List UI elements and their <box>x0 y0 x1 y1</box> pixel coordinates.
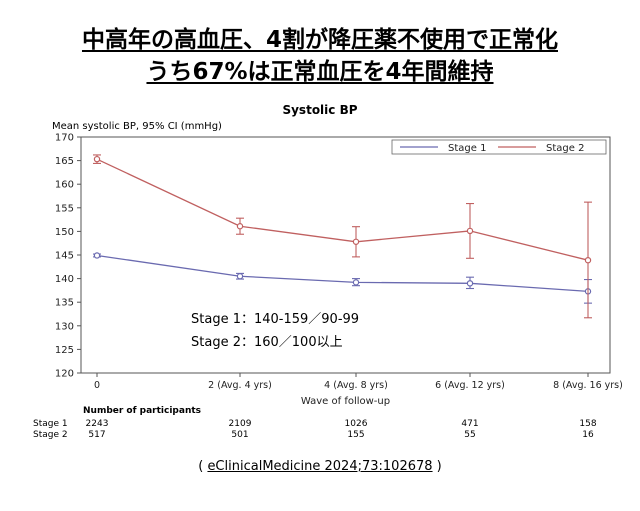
participants-cell: 155 <box>347 430 365 440</box>
y-tick-label: 160 <box>55 180 74 191</box>
participants-cell: 471 <box>461 419 479 429</box>
x-tick-label: 6 (Avg. 12 yrs) <box>435 380 505 391</box>
participants-title: Number of participants <box>83 406 202 416</box>
y-tick-label: 170 <box>55 133 74 144</box>
citation-close: ) <box>432 459 442 474</box>
data-point <box>352 279 360 286</box>
y-tick-label: 150 <box>55 227 74 238</box>
participants-cell: 501 <box>231 430 249 440</box>
stage-2-definition: Stage 2：160／100以上 <box>191 335 343 350</box>
data-point <box>93 252 101 259</box>
participants-cell: 158 <box>579 419 597 429</box>
x-axis-label: Wave of follow-up <box>301 396 390 407</box>
y-tick-label: 145 <box>55 251 74 262</box>
y-tick-label: 120 <box>55 369 74 380</box>
series-line-1 <box>96 254 589 292</box>
x-tick-label: 0 <box>94 380 100 391</box>
participants-cell: 2243 <box>85 419 109 429</box>
headline-line-2: うち67%は正常血圧を4年間維持 <box>146 59 494 85</box>
citation-link[interactable]: eClinicalMedicine 2024;73:102678 <box>207 459 433 474</box>
y-tick-label: 140 <box>55 274 74 285</box>
citation: ( eClinicalMedicine 2024;73:102678 ) <box>0 459 640 474</box>
data-point <box>466 227 474 235</box>
legend-entry: Stage 2 <box>546 143 584 154</box>
x-tick-label: 2 (Avg. 4 yrs) <box>208 380 272 391</box>
participants-row-label: Stage 1 <box>33 419 68 429</box>
data-point <box>236 223 244 230</box>
series-line-2 <box>96 158 589 261</box>
data-point <box>236 273 244 280</box>
data-point <box>352 238 360 245</box>
headline-line-1: 中高年の高血圧、4割が降圧薬不使用で正常化 <box>81 27 558 53</box>
y-tick-label: 155 <box>55 203 74 214</box>
data-point <box>584 256 592 264</box>
data-point <box>466 280 474 287</box>
x-tick-label: 4 (Avg. 8 yrs) <box>324 380 388 391</box>
stage-1-definition: Stage 1：140-159／90-99 <box>191 312 360 327</box>
plot-frame <box>80 136 611 374</box>
participants-row-label: Stage 2 <box>33 430 68 440</box>
y-tick-label: 125 <box>55 345 74 356</box>
citation-open: ( <box>198 459 208 474</box>
participants-cell: 517 <box>88 430 106 440</box>
participants-cell: 16 <box>582 430 594 440</box>
y-axis-label: Mean systolic BP, 95% CI (mmHg) <box>52 121 222 132</box>
y-tick-label: 135 <box>55 298 74 309</box>
chart-title: Systolic BP <box>282 103 358 117</box>
data-point <box>93 155 101 163</box>
participants-cell: 55 <box>464 430 476 440</box>
y-tick-label: 130 <box>55 321 74 332</box>
participants-cell: 2109 <box>228 419 252 429</box>
legend-entry: Stage 1 <box>448 143 486 154</box>
participants-cell: 1026 <box>344 419 368 429</box>
y-tick-label: 165 <box>55 156 74 167</box>
x-tick-label: 8 (Avg. 16 yrs) <box>553 380 623 391</box>
